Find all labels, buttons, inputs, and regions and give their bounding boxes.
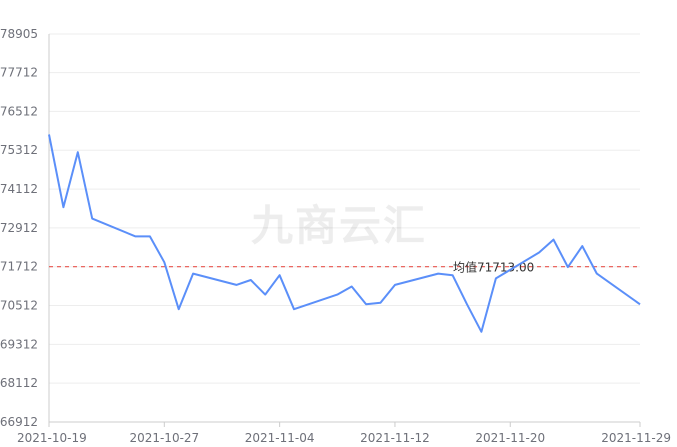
data-point[interactable] <box>191 271 196 276</box>
y-tick-label: 70512 <box>0 299 38 313</box>
data-point[interactable] <box>465 302 470 307</box>
data-point[interactable] <box>75 150 80 155</box>
y-tick-label: 75312 <box>0 143 38 157</box>
x-tick-label: 2021-11-12 <box>360 431 430 445</box>
data-point[interactable] <box>551 237 556 242</box>
data-point[interactable] <box>234 282 239 287</box>
data-point[interactable] <box>565 265 570 270</box>
average-label: 均值71713.00 <box>453 260 534 275</box>
y-tick-label: 77712 <box>0 66 38 80</box>
series-group[interactable] <box>47 132 643 334</box>
data-point[interactable] <box>436 271 441 276</box>
y-tick-label: 76512 <box>0 104 38 118</box>
data-point[interactable] <box>450 273 455 278</box>
data-point[interactable] <box>580 244 585 249</box>
x-tick-label: 2021-11-04 <box>245 431 315 445</box>
data-point[interactable] <box>594 271 599 276</box>
data-point[interactable] <box>162 260 167 265</box>
y-tick-label: 74112 <box>0 182 38 196</box>
y-tick-label: 66912 <box>0 415 38 429</box>
data-point[interactable] <box>349 284 354 289</box>
data-point[interactable] <box>335 292 340 297</box>
data-point[interactable] <box>176 307 181 312</box>
x-tick-label: 2021-10-27 <box>129 431 199 445</box>
data-point[interactable] <box>263 292 268 297</box>
data-point[interactable] <box>537 250 542 255</box>
data-point[interactable] <box>277 273 282 278</box>
y-axis-tick-labels: 66912 68112 69312 70512 71712 72912 74112 75312… <box>0 27 38 429</box>
y-tick-label: 69312 <box>0 337 38 351</box>
series-line[interactable] <box>48 134 641 333</box>
data-point[interactable] <box>61 205 66 210</box>
data-point[interactable] <box>292 307 297 312</box>
data-point[interactable] <box>638 302 643 307</box>
data-point[interactable] <box>133 234 138 239</box>
data-point[interactable] <box>392 282 397 287</box>
axes <box>48 34 641 427</box>
y-tick-label: 68112 <box>0 376 38 390</box>
average-line-group: 均值71713.00 <box>49 260 640 275</box>
data-point[interactable] <box>493 276 498 281</box>
data-point[interactable] <box>479 329 484 334</box>
y-tick-label: 71712 <box>0 260 38 274</box>
x-axis-tick-labels: 2021-10-19 2021-10-27 2021-11-04 2021-11-12… <box>17 431 671 445</box>
x-tick-label: 2021-11-29 <box>601 431 671 445</box>
data-point[interactable] <box>248 278 253 283</box>
data-point[interactable] <box>47 132 52 137</box>
x-tick-label: 2021-11-20 <box>475 431 545 445</box>
y-tick-label: 78905 <box>0 27 38 41</box>
data-point[interactable] <box>378 300 383 305</box>
watermark-text: 九商云汇 <box>251 201 427 250</box>
y-tick-label: 72912 <box>0 221 38 235</box>
data-point[interactable] <box>90 216 95 221</box>
data-point[interactable] <box>147 234 152 239</box>
x-tick-label: 2021-10-19 <box>17 431 87 445</box>
data-point[interactable] <box>364 302 369 307</box>
